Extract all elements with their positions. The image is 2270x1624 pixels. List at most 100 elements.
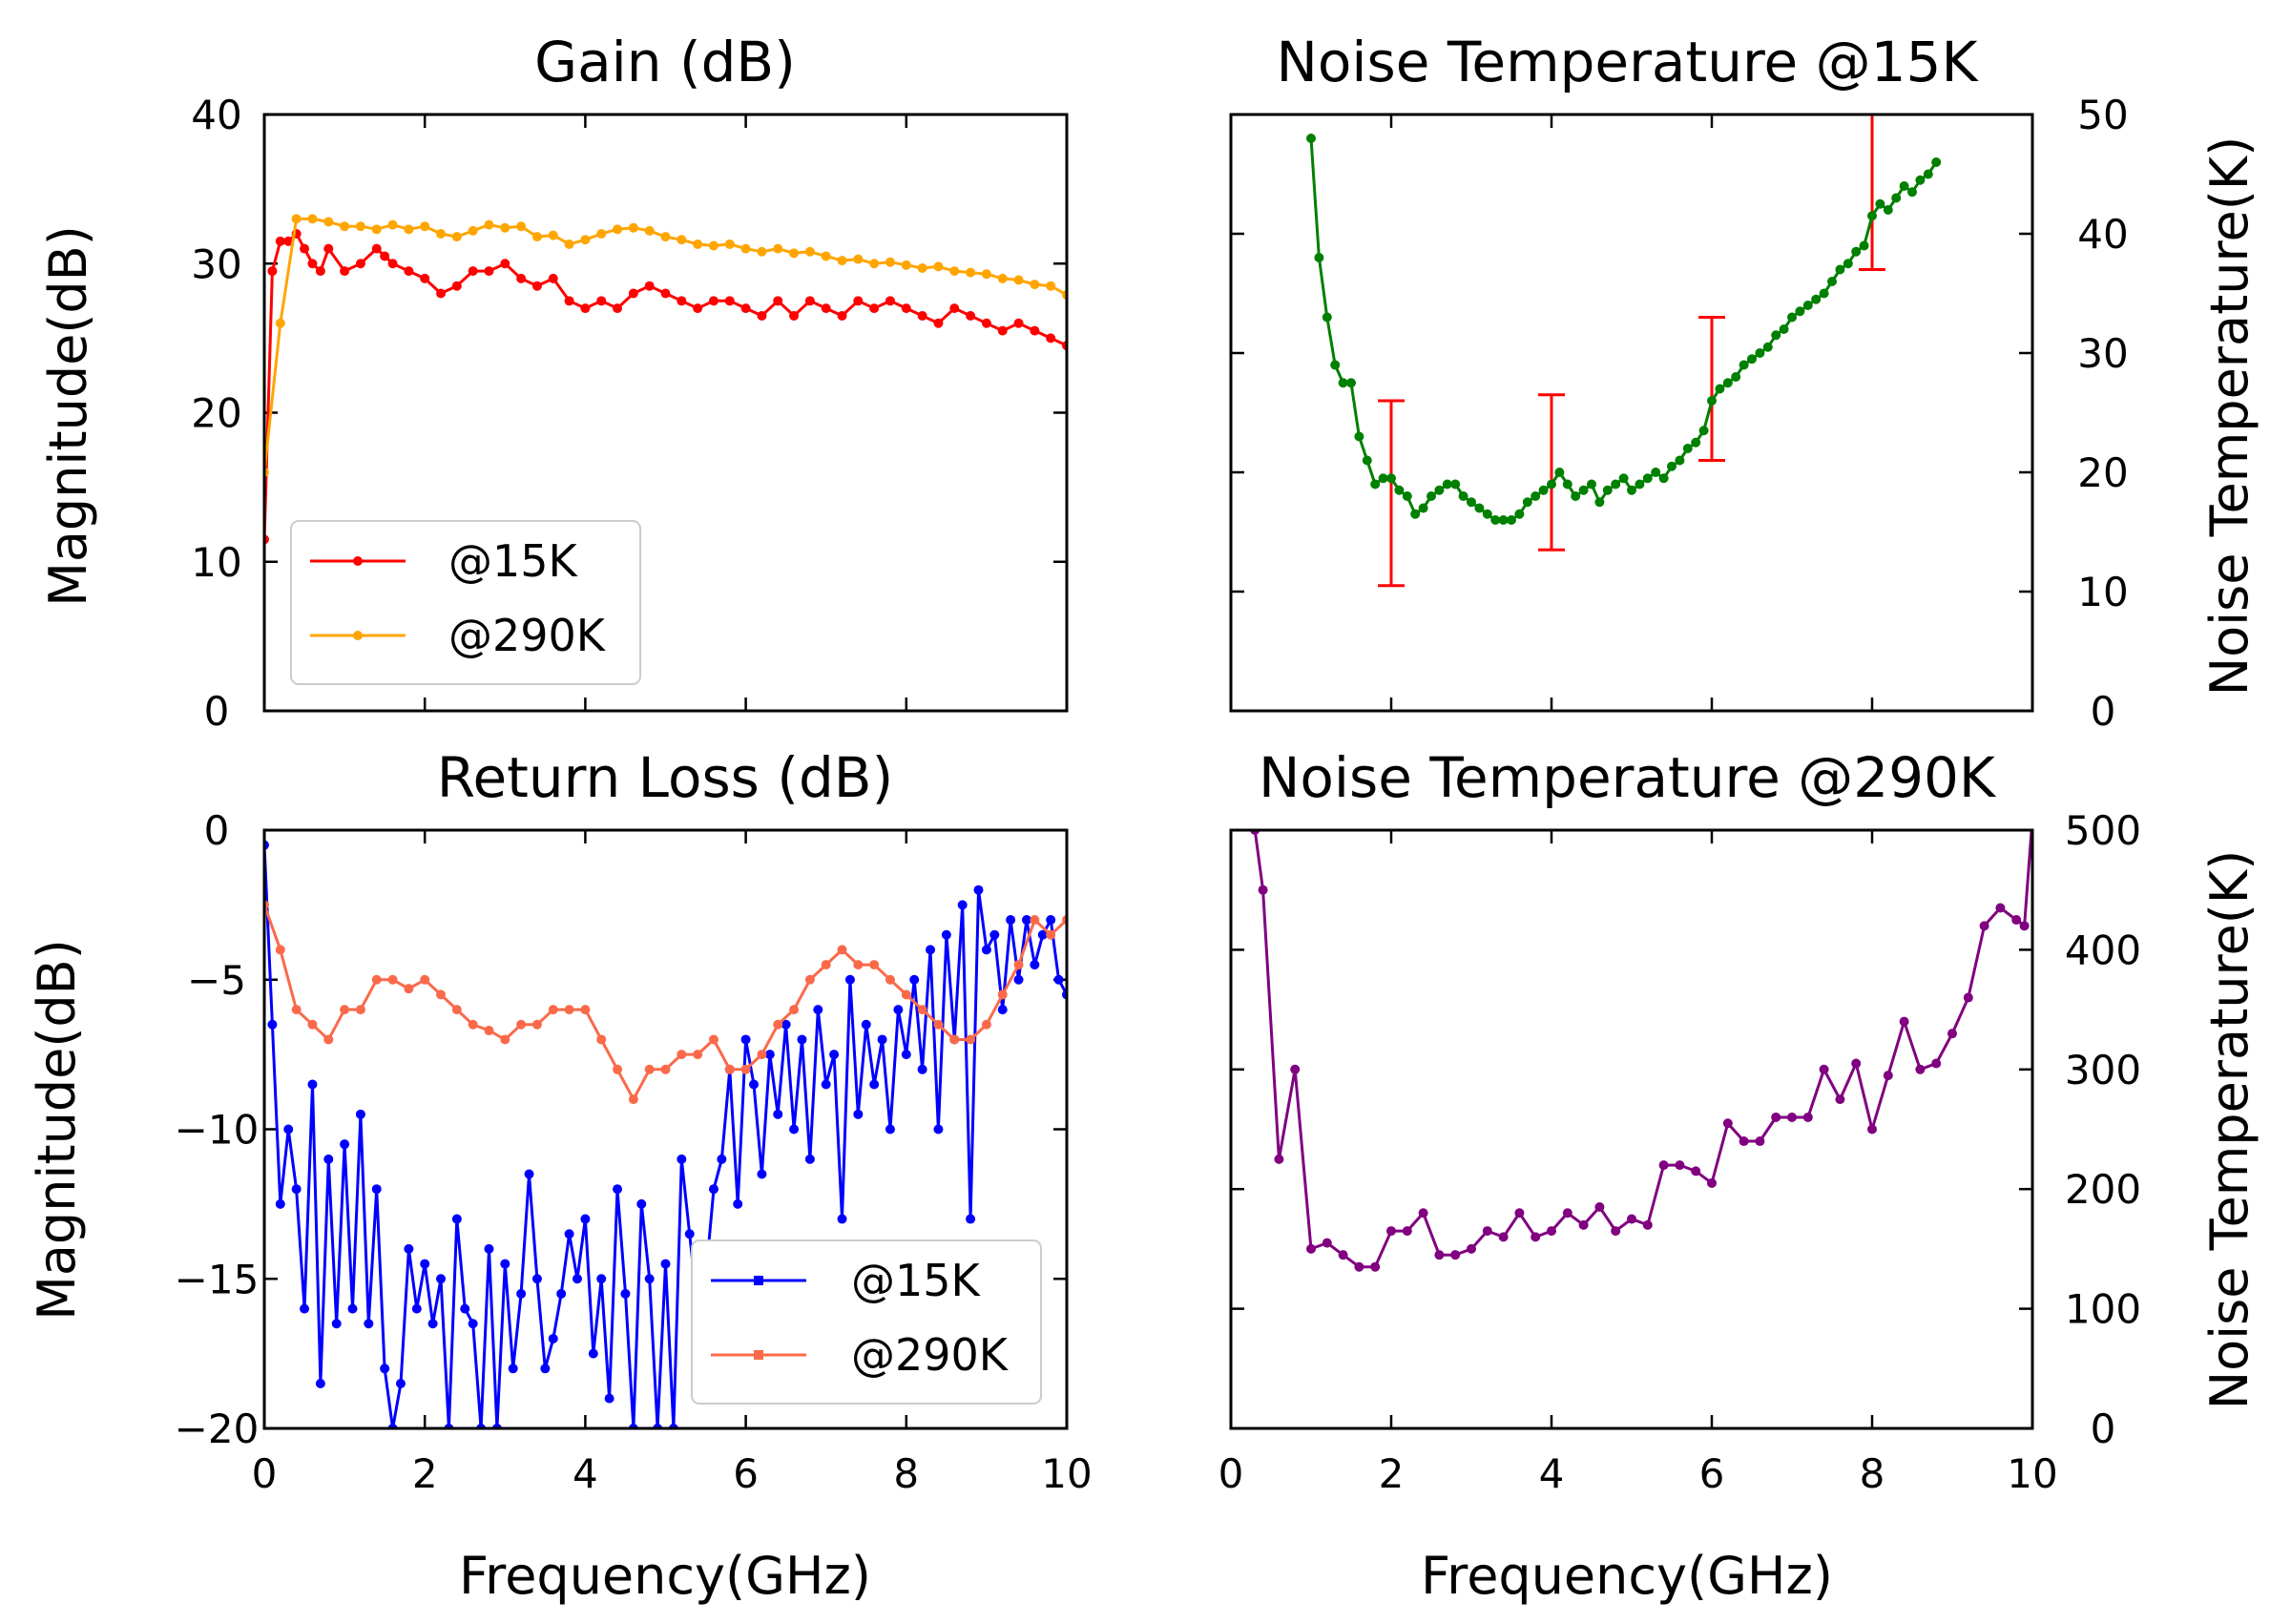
rl-series-1-point xyxy=(1030,915,1040,926)
nt290-series-0-point xyxy=(1370,1261,1381,1272)
rl-series-0-point xyxy=(524,1169,534,1179)
gain-series-1-point xyxy=(949,266,960,277)
nt290-series-0-point xyxy=(2019,921,2030,931)
nt15-series-0-point xyxy=(1747,354,1757,364)
rl-series-0-point xyxy=(966,1214,976,1224)
gain-series-1-point xyxy=(436,229,447,239)
gain-series-0-point xyxy=(677,296,687,306)
gain-series-0-point xyxy=(757,310,767,321)
nt290-series-0-point xyxy=(1755,1136,1765,1147)
nt15-series-0-point xyxy=(1571,491,1581,501)
rl-series-1-point xyxy=(933,1019,944,1030)
rl-series-0-point xyxy=(749,1079,760,1090)
rl-series-0-point xyxy=(347,1303,358,1314)
nt15-series-0-point xyxy=(1899,181,1909,191)
nt15-series-0-point xyxy=(1707,396,1717,406)
gain-series-1-point xyxy=(981,269,991,280)
rl-series-1-point xyxy=(564,1005,574,1015)
nt15-series-0-point xyxy=(1923,169,1933,179)
gain-series-0-point xyxy=(708,296,718,306)
rl-series-0-point xyxy=(893,1005,904,1015)
rl-xtick-label-2: 4 xyxy=(573,1450,598,1497)
nt290-ytick-label-2: 200 xyxy=(2065,1166,2141,1213)
rl-series-0-point xyxy=(909,974,920,985)
nt15-series-0-point xyxy=(1514,509,1525,519)
nt15-series-0-point xyxy=(1346,378,1356,388)
rl-series-1-point xyxy=(789,1005,800,1015)
gain-ytick-label-3: 30 xyxy=(191,240,241,287)
rl-series-0-point xyxy=(588,1348,598,1359)
rl-series-0-point xyxy=(300,1303,310,1314)
nt290-series-0-point xyxy=(1931,1058,1942,1069)
rl-series-0-point xyxy=(323,1154,334,1164)
gain-series-0-point xyxy=(315,266,325,277)
rl-series-0-point xyxy=(764,1050,775,1060)
rl-series-0-point xyxy=(331,1319,342,1329)
gain-series-0-point xyxy=(821,303,831,314)
nt15-ylabel: Noise Temperature(K) xyxy=(2199,136,2260,697)
nt290-series-0-point xyxy=(1562,1208,1572,1218)
nt15-series-0-point xyxy=(1378,473,1388,484)
rl-ytick-label-0: −20 xyxy=(175,1405,260,1452)
nt290-series-0-point xyxy=(1450,1250,1461,1260)
nt15-errorbars xyxy=(1378,113,1885,588)
rl-series-0-point xyxy=(1037,929,1048,940)
gain-series-1-point xyxy=(644,225,655,236)
nt15-series-0-point xyxy=(1739,360,1749,370)
gain-series-0-point xyxy=(380,251,390,261)
gain-series-0-point xyxy=(1046,333,1056,344)
nt15-series-0-point xyxy=(1651,468,1661,477)
nt290-series-0-point xyxy=(1611,1226,1621,1237)
nt15-series-0-point xyxy=(1722,378,1733,388)
nt15-series-0-point xyxy=(1314,253,1324,262)
nt290-series-0-point xyxy=(1274,1154,1284,1164)
nt290-series-0-point xyxy=(1722,1118,1733,1129)
rl-series-1-point xyxy=(901,989,911,1000)
gain-series-1-point xyxy=(901,260,911,270)
nt15-series-0-point xyxy=(1458,491,1468,501)
rl-series-1-point xyxy=(804,974,815,985)
gain-series-1-point xyxy=(917,262,927,273)
gain-title: Gain (dB) xyxy=(534,30,796,94)
rl-ytick-label-3: −5 xyxy=(187,957,246,1004)
rl-series-1-point xyxy=(997,989,1008,1000)
nt290-series-0-point xyxy=(1851,1058,1862,1069)
rl-series-1-point xyxy=(531,1019,542,1030)
gain-legend: @15K @290K xyxy=(290,520,641,685)
nt15-panel: Noise Temperature @15K Noise Temperature… xyxy=(1229,30,2260,735)
rl-series-0-point xyxy=(500,1259,510,1269)
nt15-series-0-point xyxy=(1691,437,1701,448)
gain-series xyxy=(264,214,1067,545)
gain-series-0-point xyxy=(275,236,285,246)
gain-series-1-point xyxy=(420,221,430,232)
gain-series-0-point xyxy=(660,288,671,299)
nt15-ticks: 0 10 20 30 40 50 xyxy=(1229,92,2129,735)
rl-series-0-point xyxy=(797,1034,807,1045)
nt15-series-0-point xyxy=(1547,479,1556,489)
gain-series-0-point xyxy=(613,303,623,314)
nt290-series-0-line xyxy=(1253,830,2032,1269)
nt15-series-0-point xyxy=(1843,259,1853,269)
nt15-ytick-label-5: 50 xyxy=(2077,92,2128,138)
rl-series-0-point xyxy=(941,929,951,940)
nt290-series-0-point xyxy=(1547,1226,1556,1237)
rl-series-0-point xyxy=(548,1333,558,1343)
rl-series-1-point xyxy=(644,1064,655,1074)
rl-series-0-point xyxy=(1030,960,1040,970)
nt15-series-0-point xyxy=(1891,193,1902,203)
nt15-series-0-point xyxy=(1531,491,1541,501)
nt290-series-0-point xyxy=(1322,1238,1332,1248)
rl-series-1-point xyxy=(740,1064,751,1074)
rl-series-1-point xyxy=(596,1034,607,1045)
gain-series-0-point xyxy=(628,288,638,299)
gain-series-0-point xyxy=(436,288,447,299)
gain-series-0-point xyxy=(267,266,278,277)
rl-series-0-point xyxy=(531,1274,542,1284)
rl-series-1-point xyxy=(660,1064,671,1074)
gain-series-1-point xyxy=(677,235,687,245)
gain-series-0-point xyxy=(420,273,430,283)
nt290-series-0-point xyxy=(1883,1071,1893,1081)
gain-series-1-point xyxy=(997,273,1008,283)
nt15-series-0-point xyxy=(1698,426,1709,436)
